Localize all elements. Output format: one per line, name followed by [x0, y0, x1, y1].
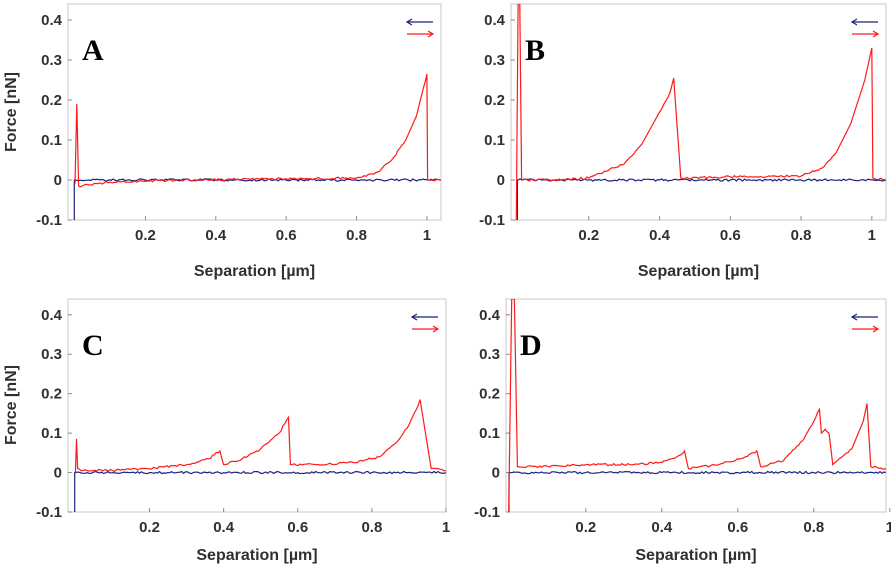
panel-d: -0.1 0 0.1 0.2 0.3 0.4 0.2 0.4 0.6 0.8 1 Separation… [474, 298, 891, 564]
x-tick-label: 0.2 [139, 519, 160, 536]
x-tick-label: 0.6 [276, 227, 297, 244]
y-tick-label: 0.3 [479, 346, 500, 363]
y-tick-label: 0.4 [479, 307, 501, 324]
series-approach-curve [508, 470, 886, 512]
plot-frame [505, 298, 887, 513]
x-tick-label: 0.8 [791, 227, 812, 244]
series-group [515, 4, 886, 220]
y-tick-label: -0.1 [474, 504, 500, 521]
series-approach-curve [74, 470, 446, 512]
series-retract-curve [515, 4, 886, 220]
legend-retract-arrowhead [872, 325, 880, 333]
legend-retract-arrowhead [872, 30, 880, 38]
series-group [73, 73, 441, 220]
x-axis-label: Separation [µm] [194, 263, 315, 280]
x-tick-label: 0.2 [135, 227, 156, 244]
y-axis-label: Force [nN] [3, 72, 20, 152]
legend-approach-arrowhead [850, 313, 858, 321]
panel-letter: C [82, 329, 104, 362]
x-tick-label: 0.4 [205, 227, 227, 244]
x-axis-label: Separation [µm] [638, 263, 759, 280]
y-tick-label: 0.2 [479, 386, 500, 403]
y-tick-label: -0.1 [36, 212, 62, 229]
legend-approach-arrowhead [410, 313, 418, 321]
x-tick-label: 1 [423, 227, 431, 244]
legend-approach-arrowhead [850, 18, 858, 26]
y-tick-label: 0.3 [484, 52, 505, 69]
series-retract-curve [74, 73, 441, 188]
series-approach-curve [73, 178, 441, 220]
y-tick-label: 0.1 [41, 425, 62, 442]
panel-letter: B [525, 34, 545, 67]
panel-c: -0.1 0 0.1 0.2 0.3 0.4 0.2 0.4 0.6 0.8 1 Separation… [3, 298, 450, 564]
plot-frame [67, 3, 442, 221]
y-tick-label: 0 [492, 465, 500, 482]
plot-frame [510, 3, 887, 221]
series-retract-curve [508, 299, 886, 512]
y-tick-label: 0.3 [41, 52, 62, 69]
y-tick-label: 0.4 [41, 12, 63, 29]
x-tick-label: 0.8 [361, 519, 382, 536]
x-tick-label: 0.8 [346, 227, 367, 244]
y-tick-label: 0.2 [41, 386, 62, 403]
x-tick-label: 0.4 [651, 519, 673, 536]
series-group [508, 299, 886, 512]
plot-frame [67, 298, 447, 513]
panel-b: -0.1 0 0.1 0.2 0.3 0.4 0.2 0.4 0.6 0.8 1 Separation… [479, 3, 887, 280]
y-tick-label: 0.4 [41, 307, 63, 324]
x-tick-label: 0.6 [287, 519, 308, 536]
x-tick-label: 1 [868, 227, 876, 244]
y-tick-label: 0.3 [41, 346, 62, 363]
y-tick-label: 0.1 [479, 425, 500, 442]
panel-letter: A [82, 34, 104, 67]
x-tick-label: 1 [442, 519, 450, 536]
x-tick-label: 0.4 [649, 227, 671, 244]
series-retract-curve [74, 399, 446, 473]
y-tick-label: 0.2 [484, 92, 505, 109]
y-axis-label: Force [nN] [3, 365, 20, 445]
x-tick-label: 0.8 [803, 519, 824, 536]
y-tick-label: 0.2 [41, 92, 62, 109]
y-tick-label: -0.1 [36, 504, 62, 521]
x-tick-label: 0.6 [727, 519, 748, 536]
x-tick-label: 0.2 [575, 519, 596, 536]
series-approach-curve [516, 178, 886, 220]
legend-retract-arrowhead [432, 325, 440, 333]
y-tick-label: 0 [54, 172, 62, 189]
y-tick-label: -0.1 [479, 212, 505, 229]
x-axis-label: Separation [µm] [635, 547, 756, 564]
y-tick-label: 0.4 [484, 12, 506, 29]
x-tick-label: 0.6 [720, 227, 741, 244]
legend-retract-arrowhead [427, 30, 435, 38]
x-tick-label: 0.2 [578, 227, 599, 244]
y-tick-label: 0 [497, 172, 505, 189]
series-group [74, 399, 446, 512]
panel-a: -0.1 0 0.1 0.2 0.3 0.4 0.2 0.4 0.6 0.8 1 Separation… [3, 3, 442, 280]
legend-approach-arrowhead [405, 18, 413, 26]
y-tick-label: 0.1 [484, 132, 505, 149]
panel-letter: D [520, 329, 542, 362]
x-tick-label: 0.4 [213, 519, 235, 536]
y-tick-label: 0.1 [41, 132, 62, 149]
x-tick-label: 1 [886, 519, 891, 536]
y-tick-label: 0 [54, 465, 62, 482]
x-axis-label: Separation [µm] [196, 547, 317, 564]
